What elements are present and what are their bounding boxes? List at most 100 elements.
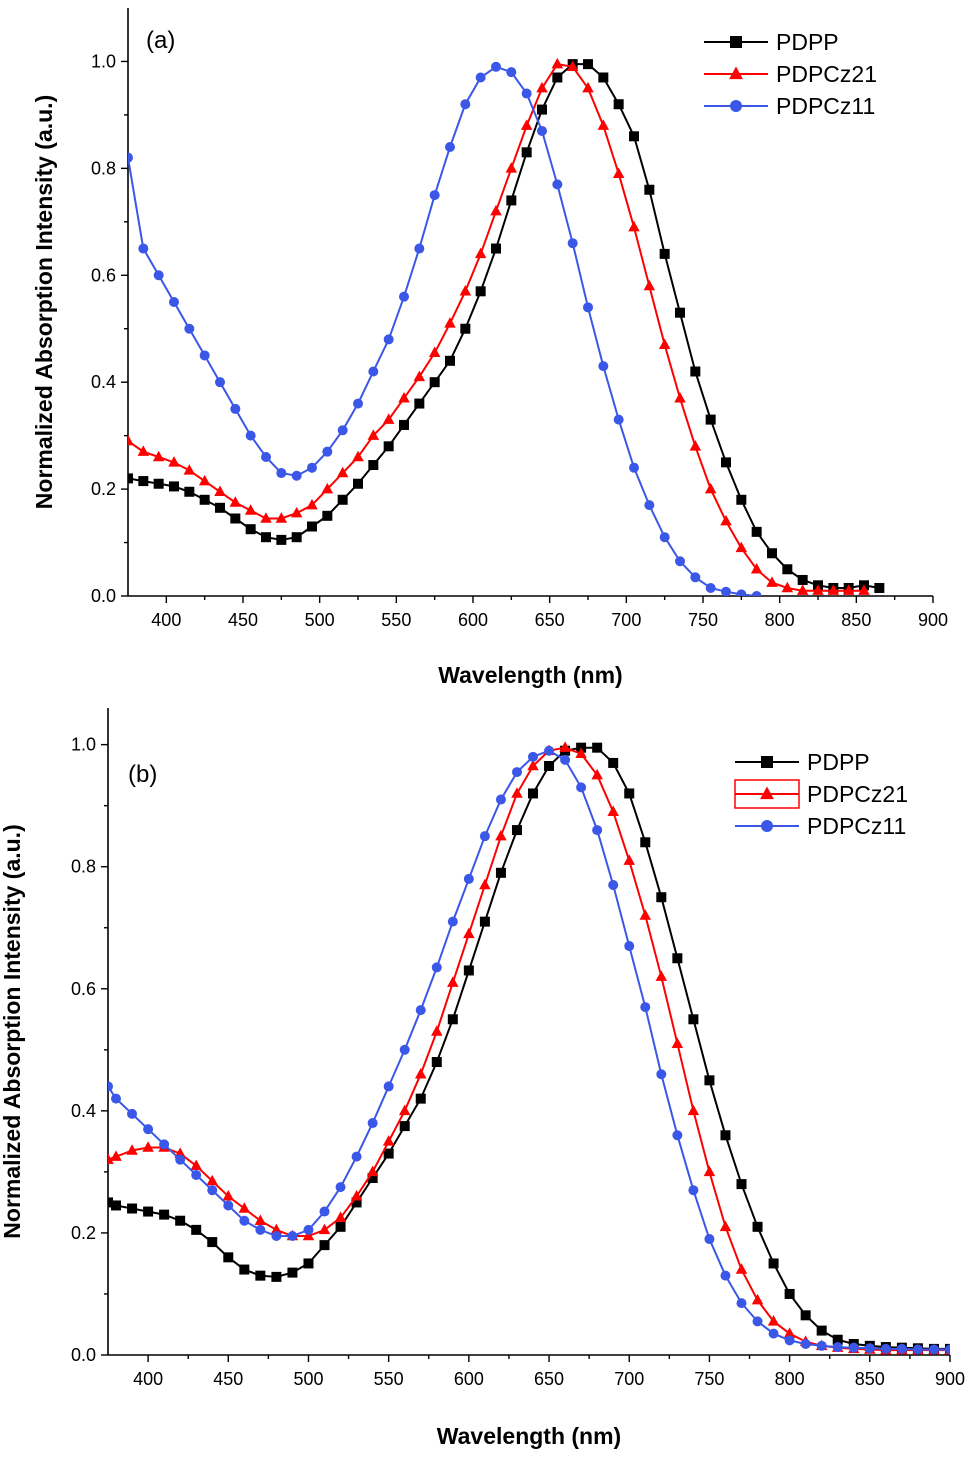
- data-point-pdpcz21: [321, 482, 334, 494]
- legend-marker-pdpcz11: [730, 100, 742, 112]
- data-point-pdpp: [127, 1203, 138, 1214]
- y-tick-label: 1.0: [71, 735, 96, 755]
- data-point-pdpcz21: [367, 429, 380, 440]
- data-point-pdpcz21: [334, 1211, 347, 1222]
- data-point-pdpp: [736, 494, 747, 505]
- data-point-pdpp: [800, 1310, 811, 1321]
- data-point-pdpcz11: [720, 1270, 731, 1281]
- legend-label-pdpcz21: PDPCz21: [807, 781, 908, 807]
- data-point-pdpp: [598, 72, 609, 83]
- data-point-pdpcz11: [896, 1343, 907, 1354]
- data-point-pdpcz11: [864, 1343, 875, 1354]
- legend-marker-pdpcz21: [760, 786, 774, 800]
- data-point-pdpp: [287, 1267, 298, 1278]
- data-point-pdpp: [672, 953, 683, 964]
- data-point-pdpcz21: [812, 584, 824, 595]
- data-point-pdpcz21: [174, 1147, 186, 1158]
- data-point-pdpp: [111, 1200, 122, 1211]
- data-point-pdpp: [704, 1075, 715, 1086]
- data-point-pdpcz21: [275, 512, 288, 523]
- data-point-pdpcz11: [303, 1224, 314, 1235]
- data-point-pdpcz11: [108, 1081, 113, 1092]
- data-point-pdpcz21: [382, 413, 395, 424]
- data-point-pdpp: [271, 1271, 282, 1282]
- data-point-pdpcz21: [582, 81, 594, 93]
- data-point-pdpp: [431, 1057, 442, 1068]
- data-point-pdpcz11: [261, 452, 271, 463]
- data-point-pdpp: [128, 473, 133, 484]
- data-point-pdpcz11: [656, 1069, 667, 1080]
- data-point-pdpp: [230, 513, 241, 524]
- data-point-pdpcz11: [159, 1139, 170, 1150]
- y-tick-label: 0.8: [71, 857, 96, 877]
- series-line-pdpp: [128, 63, 880, 589]
- data-point-pdpcz11: [659, 532, 670, 543]
- data-point-pdpp: [816, 1325, 827, 1336]
- data-point-pdpp: [191, 1224, 202, 1235]
- y-tick-label: 0.6: [91, 265, 116, 285]
- data-point-pdpcz11: [184, 323, 195, 334]
- data-point-pdpp: [245, 524, 256, 535]
- data-point-pdpcz11: [491, 61, 501, 72]
- data-point-pdpp: [108, 1197, 113, 1208]
- x-tick-label: 700: [611, 610, 641, 630]
- data-point-pdpcz21: [214, 485, 226, 497]
- data-point-pdpp: [335, 1221, 346, 1232]
- data-point-pdpp: [223, 1252, 234, 1263]
- data-point-pdpcz11: [322, 446, 333, 457]
- data-point-pdpcz21: [318, 1223, 331, 1235]
- y-axis-title: Normalized Absorption Intensity (a.u.): [0, 824, 25, 1238]
- data-point-pdpcz11: [945, 1344, 950, 1355]
- data-point-pdpcz11: [506, 67, 517, 78]
- data-point-pdpcz21: [222, 1190, 235, 1201]
- data-point-pdpcz21: [719, 1220, 732, 1232]
- data-point-pdpcz11: [736, 589, 747, 596]
- data-point-pdpcz11: [736, 1298, 747, 1309]
- data-point-pdpcz11: [415, 1005, 426, 1016]
- data-point-pdpp: [138, 476, 149, 487]
- data-point-pdpp: [768, 1258, 779, 1269]
- x-tick-label: 450: [228, 610, 258, 630]
- data-point-pdpcz21: [413, 370, 426, 382]
- data-point-pdpcz21: [520, 119, 533, 130]
- data-point-pdpp: [153, 478, 164, 489]
- data-point-pdpcz21: [655, 970, 668, 981]
- data-point-pdpcz21: [687, 1104, 700, 1116]
- data-point-pdpcz11: [624, 941, 635, 952]
- data-point-pdpp: [752, 1221, 763, 1232]
- panel-a-chart: 400 450 500 550 600 650 700 750 800 850 900 0.0 0.2 0…: [31, 8, 948, 688]
- data-point-pdpcz11: [608, 880, 619, 891]
- data-point-pdpcz11: [383, 1081, 394, 1092]
- data-point-pdpcz21: [398, 1104, 411, 1116]
- data-point-pdpcz11: [704, 1234, 715, 1245]
- data-point-pdpcz11: [399, 291, 409, 302]
- data-point-pdpp: [383, 441, 394, 452]
- data-point-pdpp: [447, 1014, 458, 1025]
- data-point-pdpcz21: [128, 434, 134, 446]
- data-point-pdpcz21: [612, 167, 625, 178]
- data-point-pdpp: [640, 837, 651, 848]
- data-point-pdpcz21: [336, 466, 349, 478]
- data-point-pdpp: [429, 377, 440, 388]
- data-point-pdpcz11: [230, 403, 241, 414]
- data-point-pdpcz11: [479, 831, 490, 842]
- data-point-pdpcz11: [690, 572, 701, 583]
- data-point-pdpp: [656, 892, 667, 903]
- data-point-pdpcz11: [191, 1169, 202, 1180]
- data-point-pdpp: [276, 534, 287, 545]
- data-point-pdpcz11: [445, 141, 455, 152]
- data-point-pdpp: [552, 72, 563, 83]
- data-point-pdpcz21: [168, 456, 180, 467]
- data-point-pdpcz11: [560, 754, 571, 765]
- data-point-pdpp: [511, 825, 522, 836]
- legend-label-pdpcz21: PDPCz21: [776, 61, 877, 87]
- data-point-pdpcz21: [783, 1327, 796, 1338]
- panel-label: (a): [146, 27, 175, 54]
- data-point-pdpcz21: [198, 474, 211, 486]
- data-point-pdpcz21: [431, 1025, 443, 1036]
- y-tick-label: 1.0: [91, 51, 116, 71]
- data-point-pdpcz11: [495, 794, 506, 805]
- data-point-pdpcz11: [567, 238, 578, 249]
- data-point-pdpcz11: [576, 782, 587, 793]
- x-tick-label: 650: [535, 610, 565, 630]
